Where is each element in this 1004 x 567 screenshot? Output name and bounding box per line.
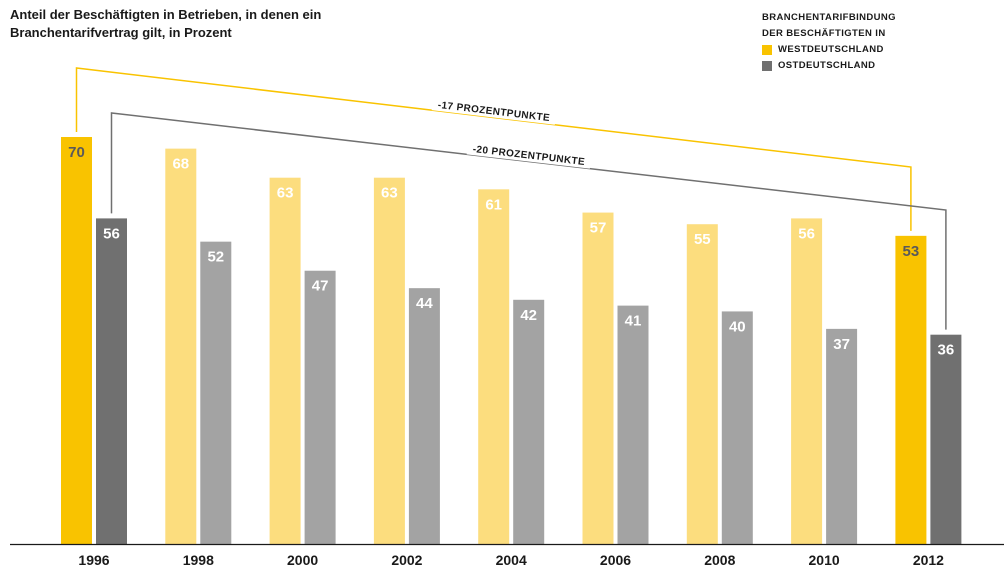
- x-tick-label-1996: 1996: [78, 552, 109, 567]
- data-label-west-2000: 63: [277, 185, 294, 202]
- legend-item-west: WESTDEUTSCHLAND: [762, 42, 896, 58]
- legend: BRANCHENTARIFBINDUNG DER BESCHÄFTIGTEN I…: [762, 10, 896, 74]
- bar-west-2010: [791, 218, 823, 544]
- x-tick-label-2010: 2010: [809, 552, 840, 567]
- bar-east-2000: [304, 270, 336, 544]
- bar-east-1998: [200, 241, 232, 544]
- annotation-label-bg-east: [466, 140, 592, 169]
- data-label-east-1996: 56: [103, 225, 120, 242]
- data-label-west-2006: 57: [590, 220, 607, 237]
- legend-label-west: WESTDEUTSCHLAND: [778, 44, 884, 55]
- x-tick-label-2008: 2008: [704, 552, 735, 567]
- bar-west-2002: [373, 177, 405, 544]
- bar-west-1996: [61, 137, 92, 544]
- x-tick-label-2004: 2004: [496, 552, 527, 567]
- bar-west-2008: [686, 224, 718, 544]
- data-label-east-2010: 37: [833, 336, 850, 353]
- data-label-east-2004: 42: [520, 307, 537, 324]
- legend-item-east: OSTDEUTSCHLAND: [762, 58, 896, 74]
- legend-swatch-west: [762, 45, 772, 55]
- data-label-west-2010: 56: [798, 225, 815, 242]
- data-label-west-2002: 63: [381, 185, 398, 202]
- bar-east-2006: [617, 305, 649, 544]
- data-label-west-2008: 55: [694, 231, 711, 248]
- data-label-east-2012: 36: [938, 342, 955, 359]
- bar-west-2012: [895, 235, 927, 545]
- bar-east-2002: [408, 288, 440, 544]
- annotation-label-bg-west: [431, 96, 557, 125]
- data-label-west-2012: 53: [903, 243, 920, 260]
- data-label-west-1998: 68: [172, 156, 189, 173]
- data-label-east-2008: 40: [729, 318, 746, 335]
- x-tick-label-2012: 2012: [913, 552, 944, 567]
- bar-west-2000: [269, 177, 301, 544]
- data-label-east-1998: 52: [207, 249, 224, 266]
- data-label-east-2002: 44: [416, 295, 433, 312]
- bar-east-2008: [721, 311, 753, 544]
- legend-title-line2: DER BESCHÄFTIGTEN IN: [762, 28, 886, 39]
- bar-west-2004: [478, 189, 510, 545]
- x-tick-label-2000: 2000: [287, 552, 318, 567]
- x-tick-label-2006: 2006: [600, 552, 631, 567]
- bar-east-2010: [826, 328, 858, 544]
- bar-east-2012: [930, 334, 962, 544]
- data-label-east-2000: 47: [312, 278, 329, 295]
- legend-title-line1: BRANCHENTARIFBINDUNG: [762, 12, 896, 23]
- bar-east-1996: [96, 218, 127, 544]
- data-label-east-2006: 41: [625, 313, 642, 330]
- x-tick-label-2002: 2002: [391, 552, 422, 567]
- legend-swatch-east: [762, 61, 772, 71]
- bar-east-2004: [513, 299, 545, 544]
- legend-label-east: OSTDEUTSCHLAND: [778, 60, 876, 71]
- bar-west-1998: [165, 148, 197, 544]
- chart-subtitle: Anteil der Beschäftigten in Betrieben, i…: [10, 7, 322, 40]
- x-tick-label-1998: 1998: [183, 552, 214, 567]
- data-label-west-1996: 70: [68, 144, 85, 161]
- bar-west-2006: [582, 212, 614, 545]
- data-label-west-2004: 61: [485, 196, 502, 213]
